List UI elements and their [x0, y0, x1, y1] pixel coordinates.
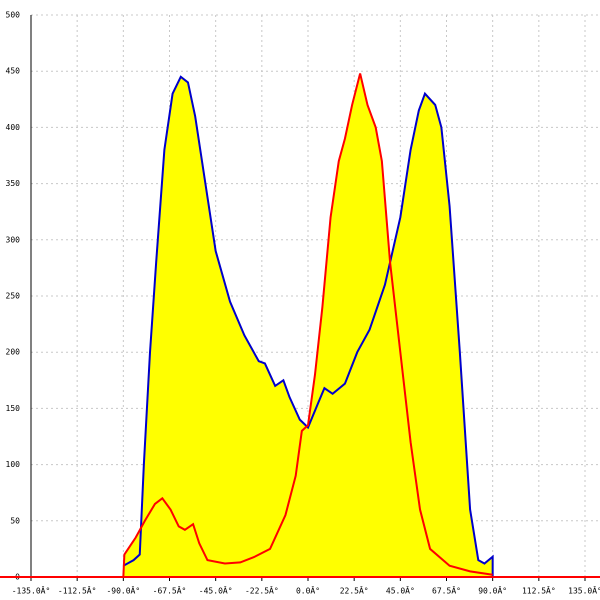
- area-fill: [123, 73, 493, 577]
- x-tick-label: 0.0Â°: [296, 585, 320, 596]
- y-tick-label: 250: [6, 292, 21, 301]
- y-tick-label: 150: [6, 404, 21, 413]
- x-tick-label: -135.0Â°: [12, 585, 51, 596]
- y-tick-label: 500: [6, 11, 21, 20]
- y-tick-label: 400: [6, 123, 21, 132]
- x-tick-label: 67.5Â°: [432, 585, 461, 596]
- y-tick-label: 450: [6, 67, 21, 76]
- area-line: [122, 73, 493, 578]
- x-tick-label: -45.0Â°: [199, 585, 233, 596]
- area-line: [122, 75, 494, 577]
- x-tick-label: -22.5Â°: [245, 585, 279, 596]
- x-tick-label: -112.5Â°: [58, 585, 97, 596]
- x-tick-label: 45.0Â°: [386, 585, 415, 596]
- x-tick-label: -90.0Â°: [106, 585, 140, 596]
- x-tick-label: 112.5Â°: [522, 585, 556, 596]
- x-tick-label: 135.0Â°: [568, 585, 600, 596]
- x-tick-label: 90.0Â°: [478, 585, 507, 596]
- y-tick-label: 100: [6, 460, 21, 469]
- x-tick-label: -67.5Â°: [153, 585, 187, 596]
- x-tick-label: 22.5Â°: [340, 585, 369, 596]
- y-tick-label: 50: [10, 516, 20, 525]
- y-tick-label: 200: [6, 348, 21, 357]
- y-tick-label: 300: [6, 235, 21, 244]
- y-tick-label: 350: [6, 179, 21, 188]
